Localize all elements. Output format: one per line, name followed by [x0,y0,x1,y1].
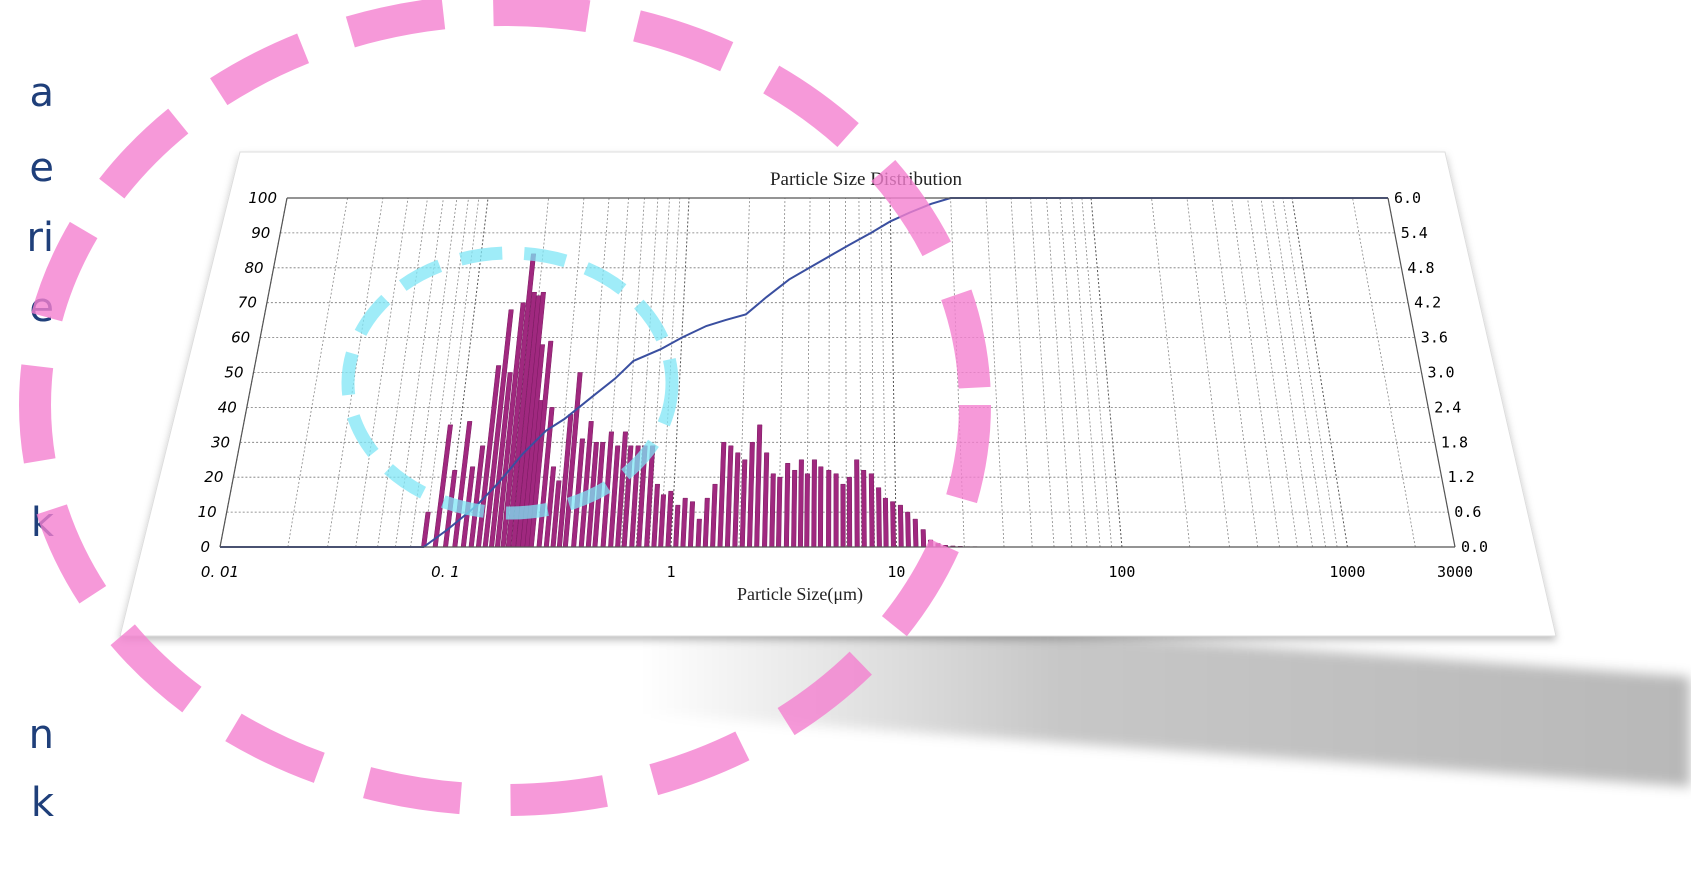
x-tick-label: 100 [1108,563,1135,581]
y-tick-label-right: 0.0 [1461,538,1488,556]
grid-line-vertical [1291,197,1348,548]
grid-line-vertical [1151,197,1191,548]
y-tick-label-left: 100 [248,189,277,207]
side-text-0: a [29,70,54,116]
pink-dashed-ring [19,0,991,816]
chart-title: Particle Size Distribution [770,169,963,190]
y-tick-label-right: 1.2 [1448,468,1475,486]
y-axis-right-line [1387,197,1456,548]
y-tick-label-right: 5.4 [1401,224,1428,242]
histogram-bar [882,497,889,548]
histogram-bar [791,469,798,548]
x-tick-label: 0. 01 [201,563,239,581]
histogram-bar [854,459,860,548]
y-tick-label-left: 0 [200,538,210,556]
y-tick-label-right: 4.8 [1407,259,1434,277]
y-tick-label-right: 1.8 [1441,433,1468,451]
x-tick-label: 1000 [1329,563,1365,581]
y-tick-label-left: 80 [245,259,264,277]
y-tick-label-left: 20 [204,468,223,486]
grid-line-vertical [1247,197,1298,548]
histogram-bar [890,501,896,548]
histogram-bar [817,466,824,548]
histogram-bar [797,459,804,548]
histogram-bar [876,487,882,548]
side-text-2: ri [26,215,54,261]
y-axis-left-line [219,197,288,548]
grid-line-vertical [1352,197,1416,548]
x-axis-label: Particle Size(μm) [737,584,863,605]
histogram-bar [811,459,817,548]
side-text-1: e [29,145,54,191]
y-tick-label-left: 40 [218,398,237,416]
y-tick-label-right: 4.2 [1414,294,1441,312]
grid-line-vertical [1231,197,1280,548]
histogram-bar [861,469,867,548]
y-tick-label-left: 50 [224,364,243,382]
y-tick-label-left: 90 [251,224,270,242]
y-tick-label-left: 60 [231,329,250,347]
cumulative-curve [220,197,1388,548]
highlight-rings [19,0,991,816]
side-text-6: k [30,780,54,826]
histogram-bar [840,483,846,548]
grid-line-vertical [1186,197,1230,548]
cumulative-line [220,197,1388,548]
histogram-bar [920,529,927,548]
y-tick-label-right: 3.6 [1421,329,1448,347]
histogram-bar [695,518,702,548]
side-text-5: n [28,712,54,758]
axes: 0 10 20 30 40 50 60 70 80 90 100 0.0 0.6 1.2 1.8 2.4 3.0… [198,189,1488,581]
y-tick-label-left: 10 [198,503,217,521]
x-tick-label: 10 [887,563,905,581]
histogram-bar [868,473,875,548]
x-tick-label: 0. 1 [431,563,460,581]
histogram-bar [905,511,911,548]
grid-line-vertical [1211,197,1259,548]
y-tick-label-right: 3.0 [1428,364,1455,382]
histogram-bar [846,476,853,548]
y-tick-label-left: 70 [238,294,257,312]
y-tick-label-right: 6.0 [1394,189,1421,207]
y-tick-label-right: 0.6 [1454,503,1481,521]
histogram-bar [912,518,919,548]
histogram-bar [804,473,810,548]
y-tick-label-right: 2.4 [1434,398,1461,416]
cyan-dashed-ring [341,246,679,520]
histogram-bar [776,476,783,548]
histogram-bar [897,504,904,548]
y-tick-label-left: 30 [211,433,230,451]
x-tick-label: 3000 [1437,563,1473,581]
x-tick-label: 1 [666,563,675,581]
histogram-bar [833,473,839,548]
histogram-bar [826,469,832,548]
